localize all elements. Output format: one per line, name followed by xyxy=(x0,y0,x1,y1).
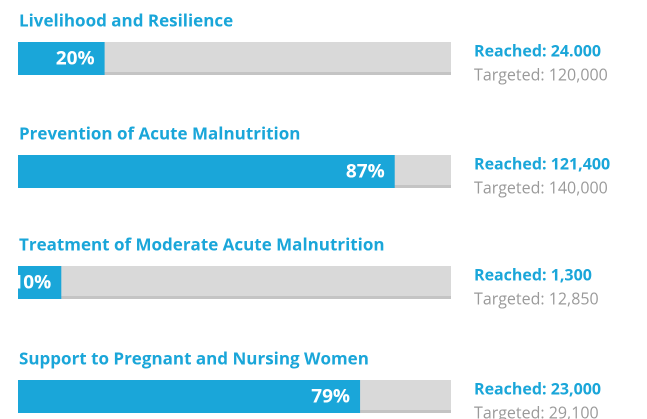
bar xyxy=(18,266,62,299)
value-label: 20% xyxy=(56,45,95,71)
bar-track-edge xyxy=(18,72,451,75)
targeted-label: Targeted: 12,850 xyxy=(474,287,599,309)
category-title: Support to Pregnant and Nursing Women xyxy=(19,347,369,370)
bar xyxy=(18,42,105,75)
category-title: Prevention of Acute Malnutrition xyxy=(19,122,300,145)
reached-label: Reached: 23,000 xyxy=(474,377,601,399)
targeted-label: Targeted: 120,000 xyxy=(474,63,608,85)
category-title: Treatment of Moderate Acute Malnutrition xyxy=(19,233,385,256)
value-label: 10% xyxy=(12,269,51,295)
bar-track xyxy=(18,266,451,299)
value-label: 87% xyxy=(346,158,385,184)
value-label: 79% xyxy=(311,383,350,409)
targeted-label: Targeted: 140,000 xyxy=(474,176,608,198)
reached-label: Reached: 1,300 xyxy=(474,263,592,285)
targeted-label: Targeted: 29,100 xyxy=(474,401,599,419)
bar xyxy=(18,155,395,188)
bar xyxy=(18,380,361,413)
category-title: Livelihood and Resilience xyxy=(19,9,233,32)
reached-label: Reached: 24.000 xyxy=(474,39,601,61)
bar-track-edge xyxy=(18,296,451,299)
reached-label: Reached: 121,400 xyxy=(474,152,610,174)
